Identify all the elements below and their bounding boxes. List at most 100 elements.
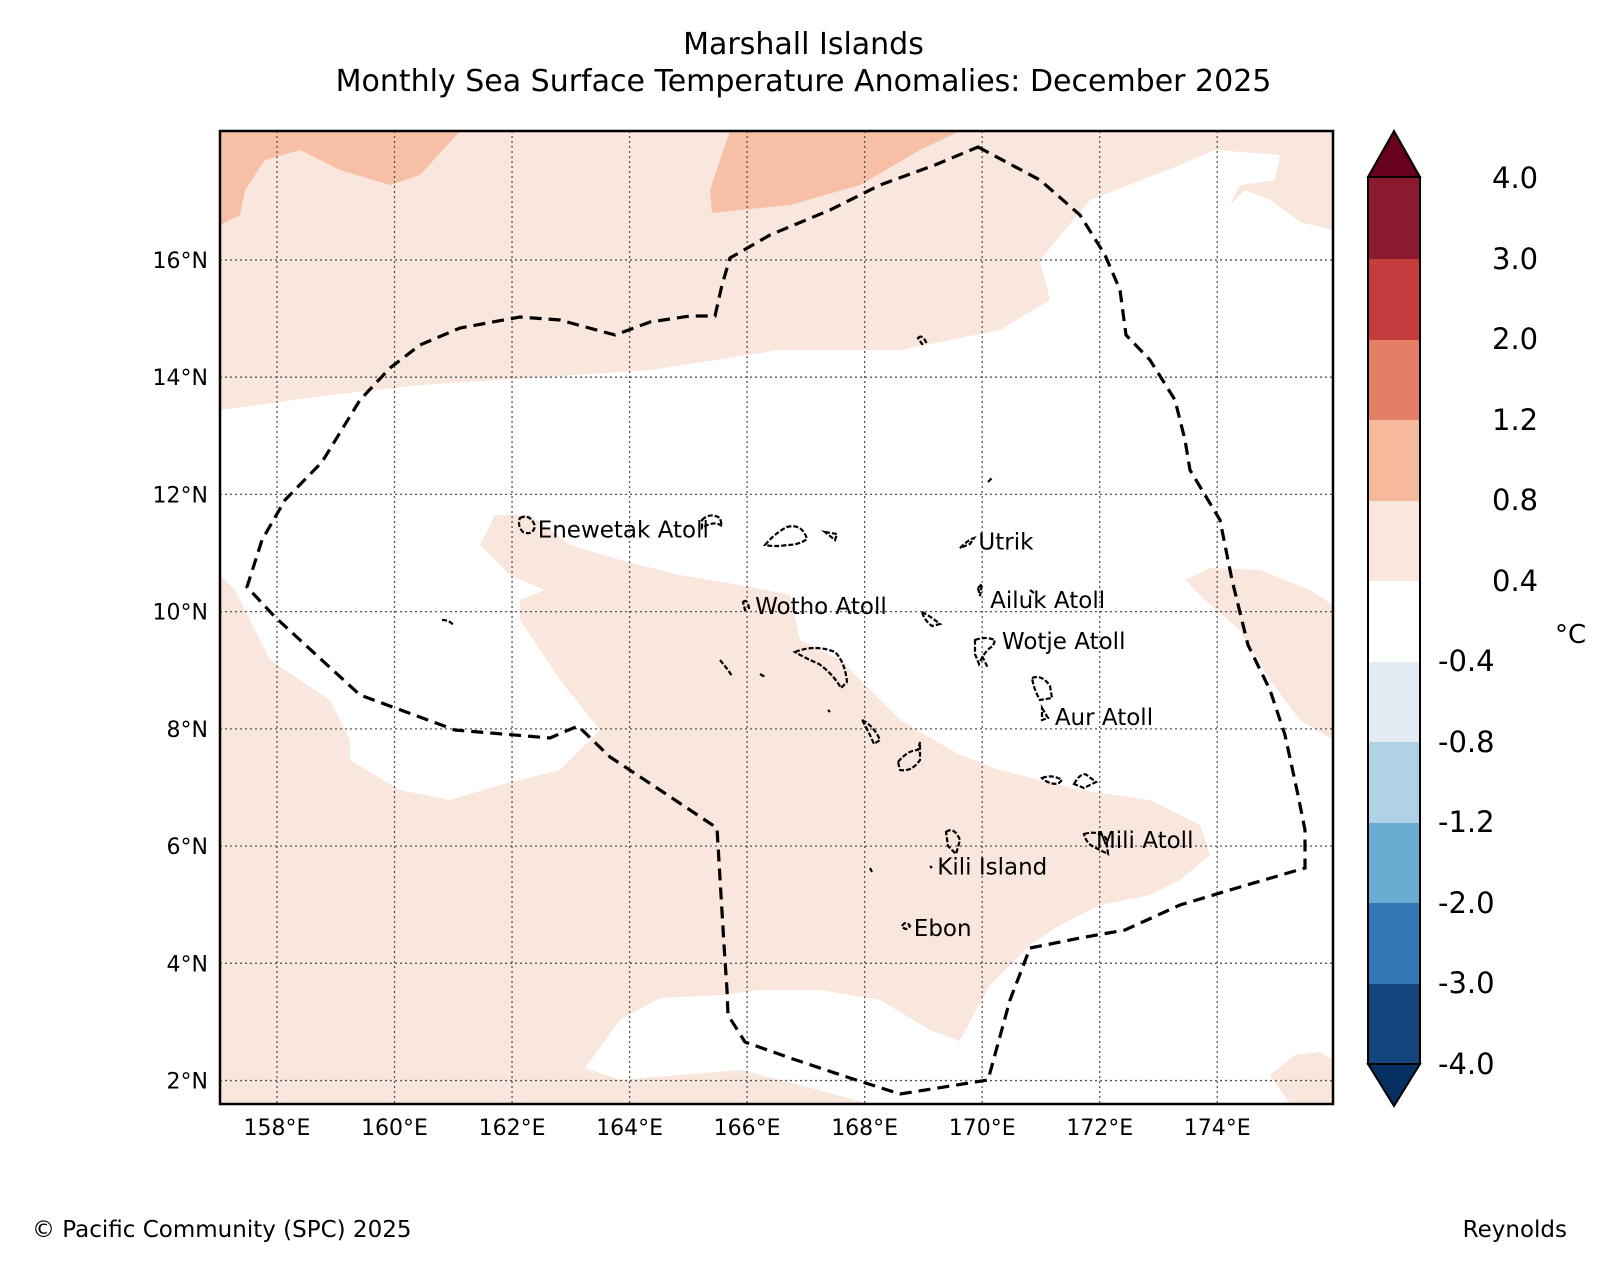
anomaly-region-southeast [1270,1052,1333,1104]
colorbar-label: -0.4 [1438,644,1495,678]
map-subtitle: Monthly Sea Surface Temperature Anomalie… [335,64,1272,99]
colorbar-label: 1.2 [1492,403,1539,437]
place-label: Kili Island [937,855,1047,881]
y-tick-label: 6°N [167,835,208,860]
atoll-likiep [1029,589,1035,594]
colorbar-label: 3.0 [1492,242,1539,276]
colorbar-cap-top [1366,128,1422,178]
atoll-arno [1072,773,1099,790]
colorbar-unit: °C [1555,620,1587,650]
colorbar-band [1368,501,1420,581]
atoll-outlines [441,335,1110,931]
colorbar-label: 2.0 [1492,322,1539,356]
atoll-wotho [741,599,751,612]
atoll-mejit [920,609,943,628]
x-tick-label: 158°E [244,1116,311,1141]
x-tick-label: 166°E [714,1116,781,1141]
colorbar-band [1368,984,1420,1064]
colorbar-band [1368,662,1420,742]
plot-frame [218,129,1335,1106]
y-tick-label: 14°N [153,366,208,391]
x-tick-label: 172°E [1066,1116,1133,1141]
copyright-notice: © Pacific Community (SPC) 2025 [32,1217,412,1243]
anomaly-gap-south [585,990,970,1104]
atoll-namu [859,717,882,746]
x-tick-label: 174°E [1184,1116,1251,1141]
y-tick-label: 10°N [153,601,208,626]
place-label: Utrik [978,529,1034,555]
graticule [220,131,1333,1104]
atoll-ujae [719,659,733,677]
map-title: Marshall Islands [683,27,924,62]
place-label: Aur Atoll [1055,705,1153,731]
eez-boundary [245,145,1307,1096]
atoll-bikini [700,514,724,531]
x-tick-label: 160°E [361,1116,428,1141]
atoll-majuro [1040,775,1064,786]
atoll-namorik [869,867,873,873]
x-tick-label: 162°E [479,1116,546,1141]
colorbar [1366,128,1422,1108]
colorbar-band [1368,742,1420,823]
place-labels: Enewetak Atoll Utrik Wotho Atoll Ailuk Atol… [538,518,1194,943]
colorbar-label: 0.4 [1492,564,1539,598]
y-tick-label: 4°N [167,952,208,977]
y-tick-label: 2°N [167,1070,208,1095]
colorbar-band [1368,581,1420,662]
atoll-erikub [981,655,989,669]
y-tick-label: 12°N [153,483,208,508]
colorbar-label: -4.0 [1438,1047,1495,1081]
y-tick-label: 16°N [153,249,208,274]
y-tick-label: 8°N [167,718,208,743]
anomaly-region-central [220,515,1210,1104]
data-source: Reynolds [1462,1217,1567,1243]
atoll-bikar [916,335,928,346]
place-label: Ebon [914,916,972,942]
atoll-kwajalein [792,646,849,690]
axis-ticks: 158°E 160°E 162°E 164°E 166°E 168°E 170°E 172°E… [153,249,1251,1141]
anomaly-patch-nw [220,131,460,225]
x-tick-label: 170°E [949,1116,1016,1141]
colorbar-band [1368,259,1420,340]
atoll-jaluit-north [896,741,922,772]
atoll-enewetak [517,515,537,535]
colorbar-band [1368,903,1420,984]
colorbar-frame [1367,176,1421,1065]
colorbar-label: -3.0 [1438,966,1495,1000]
atoll-ujelang [441,618,455,627]
colorbar-label: -1.2 [1438,805,1495,839]
colorbar-label: -0.8 [1438,725,1495,759]
atoll-kili [929,865,933,869]
anomaly-region-north [220,131,1333,410]
colorbar-band [1368,823,1420,903]
atoll-maloelap [1040,704,1050,722]
anomaly-gap-northeast [1230,190,1333,250]
atoll-ailuk [976,580,984,597]
colorbar-cap-bottom [1366,1063,1422,1108]
x-tick-label: 164°E [596,1116,663,1141]
place-label: Enewetak Atoll [538,518,709,544]
place-label: Wotje Atoll [1002,629,1126,655]
colorbar-band [1368,420,1420,501]
atoll-lib [827,709,831,713]
place-label: Mili Atoll [1096,828,1194,854]
atoll-lae [759,673,766,678]
colorbar-label: -2.0 [1438,886,1495,920]
place-label: Wotho Atoll [755,594,887,620]
atoll-utrik [959,535,977,550]
anomaly-patch-n [710,131,960,213]
colorbar-band [1368,340,1420,420]
atoll-mili [1082,831,1110,856]
colorbar-label: 0.8 [1492,483,1539,517]
atoll-wotje [973,636,997,667]
atoll-ailinginae [821,530,839,542]
place-label: Ailuk Atoll [990,588,1105,614]
colorbar-band [1368,177,1420,259]
atoll-taka [987,477,993,483]
anomaly-fill-layer [220,131,1333,1104]
colorbar-label: 4.0 [1492,161,1539,195]
atoll-ebon [900,921,912,931]
x-tick-label: 168°E [831,1116,898,1141]
atoll-jaluit [944,829,962,857]
